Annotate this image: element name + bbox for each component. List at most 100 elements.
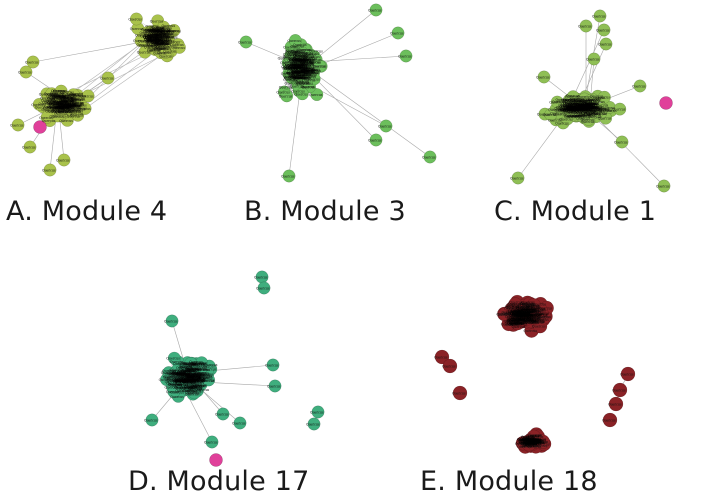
node-label: Quercus — [184, 384, 198, 388]
node-label: Quercus — [581, 104, 595, 108]
node-label: Quercus — [60, 106, 74, 110]
node-label: Quercus — [185, 366, 199, 370]
node-label: Quercus — [169, 383, 183, 387]
node-label: Quercus — [296, 66, 310, 70]
node-label: Quercus — [520, 316, 534, 320]
node-label: Quercus — [537, 113, 551, 117]
node-label: Quercus — [543, 113, 557, 117]
node-label: Quercus — [18, 71, 32, 75]
node-label: Quercus — [532, 307, 546, 311]
node-label: Quercus — [181, 378, 195, 382]
node-label: Quercus — [192, 378, 206, 382]
node-label: Quercus — [514, 314, 528, 318]
node-label: Quercus — [56, 104, 70, 108]
node-label: Quercus — [523, 320, 537, 324]
node-label: Quercus — [591, 96, 605, 100]
node-label: Quercus — [584, 112, 598, 116]
network-node — [391, 26, 405, 40]
node-label: Quercus — [281, 72, 295, 76]
node-label: Quercus — [523, 441, 537, 445]
node-label: Quercus — [585, 102, 599, 106]
node-label: Quercus — [155, 39, 169, 43]
node-label: Quercus — [70, 101, 84, 105]
node-label: Quercus — [300, 59, 314, 63]
node-label: Quercus — [152, 33, 166, 37]
network-node — [535, 434, 550, 449]
node-label: Quercus — [304, 57, 318, 61]
node-label: Quercus — [303, 75, 317, 79]
node-label: Quercus — [579, 108, 593, 112]
node-label: Quercus — [592, 112, 606, 116]
node-label: Quercus — [154, 42, 168, 46]
node-label: Quercus — [598, 117, 612, 121]
node-label: Quercus — [177, 373, 191, 377]
node-label: Quercus — [583, 105, 597, 109]
node-label: Quercus — [187, 368, 201, 372]
network-node — [563, 95, 577, 109]
network-node — [167, 372, 180, 386]
node-label: Quercus — [583, 106, 597, 110]
node-label: Quercus — [562, 100, 576, 104]
node-label: Quercus — [306, 55, 320, 59]
node-label: Quercus — [62, 108, 76, 112]
node-layer — [511, 9, 673, 193]
node-label: Quercus — [147, 37, 161, 41]
node-label: Quercus — [500, 313, 514, 317]
node-label: Quercus — [578, 108, 592, 112]
node-label: Quercus — [53, 90, 67, 94]
network-node — [537, 70, 551, 84]
node-label: Quercus — [561, 108, 575, 112]
node-label: Quercus — [570, 107, 584, 111]
node-label: Quercus — [582, 101, 596, 105]
node-label: Quercus — [176, 366, 190, 370]
node-label: Quercus — [59, 99, 73, 103]
node-label: Quercus — [512, 325, 526, 329]
node-label: Quercus — [153, 32, 167, 36]
node-label: Quercus — [56, 102, 70, 106]
node-label: Quercus — [533, 437, 547, 441]
node-label: Quercus — [50, 102, 64, 106]
node-label: Quercus — [511, 318, 525, 322]
node-label: Quercus — [187, 375, 201, 379]
node-label: Quercus — [300, 61, 314, 65]
node-label: Quercus — [172, 371, 186, 375]
node-label: Quercus — [506, 311, 520, 315]
node-label: Quercus — [588, 107, 602, 111]
node-label: Quercus — [289, 75, 303, 79]
node-label: Quercus — [294, 63, 308, 67]
node-label: Quercus — [290, 69, 304, 73]
node-label: Quercus — [150, 38, 164, 42]
network-node — [434, 349, 450, 365]
node-label: Quercus — [583, 108, 597, 112]
node-label: Quercus — [156, 29, 170, 33]
node-label: Quercus — [291, 69, 305, 73]
node-label: Quercus — [567, 105, 581, 109]
node-label: Quercus — [569, 108, 583, 112]
node-label: Quercus — [156, 39, 170, 43]
node-label: Quercus — [561, 102, 575, 106]
node-label: Quercus — [204, 363, 218, 367]
node-label: Quercus — [515, 313, 529, 317]
node-label: Quercus — [302, 53, 316, 57]
network-node — [593, 9, 607, 23]
node-label: Quercus — [583, 102, 597, 106]
node-label: Quercus — [175, 377, 189, 381]
node-label: Quercus — [520, 444, 534, 448]
node-label: Quercus — [557, 107, 571, 111]
node-label: Quercus — [591, 100, 605, 104]
node-label: Quercus — [563, 102, 577, 106]
node-label: Quercus — [579, 106, 593, 110]
node-label: Quercus — [185, 373, 199, 377]
node-label: Quercus — [293, 53, 307, 57]
node-label: Quercus — [68, 106, 82, 110]
node-label: Quercus — [185, 393, 199, 397]
node-label: Quercus — [588, 113, 602, 117]
node-label: Quercus — [302, 71, 316, 75]
node-label: Quercus — [526, 439, 540, 443]
node-label: Quercus — [178, 378, 192, 382]
node-label: Quercus — [510, 177, 524, 181]
node-label: Quercus — [568, 104, 582, 108]
node-label: Quercus — [184, 380, 198, 384]
node-label: Quercus — [193, 362, 207, 366]
network-node — [620, 366, 636, 382]
